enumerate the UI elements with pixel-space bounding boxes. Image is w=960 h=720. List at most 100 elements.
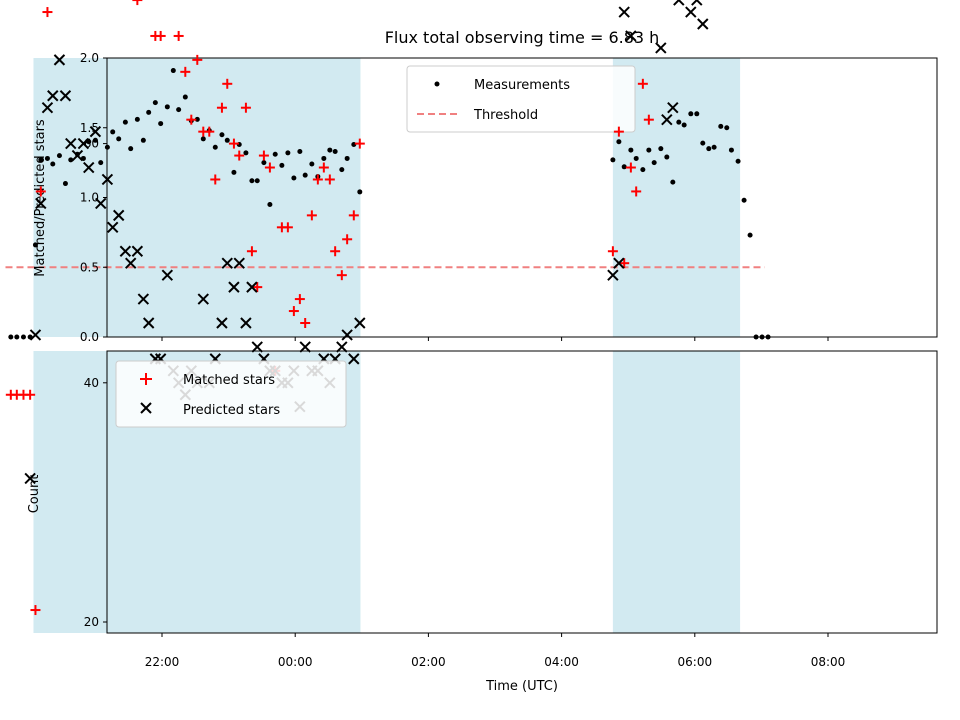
matched-star-point <box>637 78 648 89</box>
measurement-point <box>267 201 273 207</box>
measurement-point <box>212 144 218 150</box>
bottom-legend-box <box>115 360 347 428</box>
predicted-star-point <box>131 245 144 257</box>
matched-star-point <box>25 389 36 400</box>
measurement-point <box>176 107 182 113</box>
shaded-interval <box>33 58 361 337</box>
measurement-point <box>98 160 104 166</box>
x-tick-label: 08:00 <box>811 655 846 669</box>
x-stroke <box>336 341 348 353</box>
measurement-point <box>68 157 74 163</box>
matched-star-point <box>180 66 191 77</box>
measurement-point <box>621 164 627 170</box>
x-stroke <box>691 0 699 6</box>
legend-matched-label: Matched stars <box>183 373 275 388</box>
y-tick-label: 0.0 <box>80 330 99 344</box>
predicted-star-point <box>655 42 667 54</box>
predicted-star-point <box>697 18 709 30</box>
measurement-point <box>633 155 639 161</box>
predicted-star-point <box>47 90 59 102</box>
matched-star-point <box>613 126 624 137</box>
predicted-star-point <box>35 197 47 210</box>
x-stroke <box>228 281 240 293</box>
measurement-point <box>14 334 20 340</box>
predicted-star-point <box>221 257 233 269</box>
predicted-star-point <box>53 54 66 66</box>
matched-star-point <box>631 186 642 197</box>
x-stroke <box>354 317 366 329</box>
measurement-point <box>170 68 176 74</box>
predicted-star-point <box>625 30 637 42</box>
x-stroke <box>673 0 681 6</box>
legend-measurements-label: Measurements <box>474 78 570 93</box>
predicted-star-point <box>691 0 703 6</box>
matched-star-point <box>210 174 221 185</box>
matched-star-point <box>252 282 263 293</box>
measurement-point <box>718 123 724 129</box>
measurement-point <box>231 169 237 175</box>
matched-star-point <box>318 162 329 173</box>
predicted-star-point <box>246 281 258 293</box>
x-stroke <box>216 317 228 329</box>
matched-star-point <box>619 258 630 269</box>
x-stroke <box>65 137 77 150</box>
matched-star-point <box>30 605 41 616</box>
x-stroke <box>161 269 174 281</box>
predicted-star-point <box>228 281 240 293</box>
matched-star-point <box>643 114 654 125</box>
measurement-point <box>664 154 670 160</box>
legend-matched-marker <box>140 373 152 385</box>
x-stroke <box>71 149 84 162</box>
y-tick-label: 0.5 <box>80 260 99 274</box>
measurement-point <box>700 140 706 146</box>
measurement-point <box>62 181 68 187</box>
measurement-point <box>38 157 44 163</box>
predicted-star-point <box>24 472 36 485</box>
x-tick-label: 06:00 <box>678 655 713 669</box>
measurement-point <box>152 100 158 106</box>
measurement-point <box>158 121 164 127</box>
x-stroke <box>348 353 360 365</box>
measurement-point <box>200 136 206 142</box>
x-stroke <box>607 269 619 281</box>
measurement-point <box>285 150 291 156</box>
x-stroke <box>142 317 155 329</box>
x-stroke <box>89 125 102 138</box>
x-stroke <box>124 257 137 269</box>
measurement-point <box>735 158 741 164</box>
predicted-star-point <box>341 329 353 341</box>
x-tick-label: 04:00 <box>544 655 579 669</box>
measurement-point <box>724 125 730 131</box>
bottom-plot-frame <box>106 350 938 634</box>
measurement-point <box>272 151 278 157</box>
matched-star-point <box>35 186 46 197</box>
x-stroke <box>53 54 66 66</box>
predicted-star-point <box>142 317 155 329</box>
x-axis-label: Time (UTC) <box>485 679 558 694</box>
matched-star-point <box>300 318 311 328</box>
matched-star-point <box>354 138 365 149</box>
bottom-legend: Matched stars Predicted stars <box>115 360 347 428</box>
measurement-point <box>279 162 285 168</box>
matched-star-point <box>222 78 233 89</box>
predicted-star-point <box>216 317 228 329</box>
predicted-star-point <box>71 149 84 162</box>
predicted-star-point <box>613 257 625 269</box>
predicted-star-point <box>618 6 630 18</box>
measurement-point <box>146 109 152 115</box>
matched-star-point <box>173 30 184 41</box>
x-stroke <box>697 18 709 30</box>
measurement-point <box>8 334 14 340</box>
matched-star-point <box>228 138 239 149</box>
predicted-star-point <box>197 293 209 305</box>
x-tick-label: 00:00 <box>278 655 313 669</box>
legend-predicted-label: Predicted stars <box>183 403 280 418</box>
matched-star-point <box>330 246 341 257</box>
predicted-star-point <box>113 209 125 222</box>
predicted-star-point <box>107 221 119 234</box>
predicted-star-point <box>65 137 77 150</box>
measurement-point <box>741 197 747 203</box>
matched-star-point <box>258 150 269 161</box>
x-stroke <box>661 113 673 126</box>
matched-star-point <box>264 162 275 173</box>
